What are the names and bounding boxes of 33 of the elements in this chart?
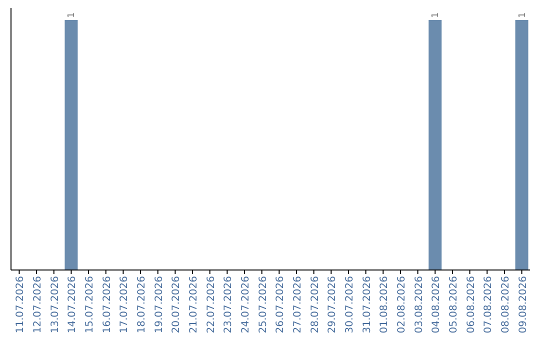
x-tick-label: 19.07.2026 (154, 276, 165, 334)
x-tick-label: 31.07.2026 (362, 276, 373, 334)
x-tick-label: 09.08.2026 (518, 276, 529, 334)
x-tick-label: 08.08.2026 (500, 276, 512, 334)
x-tick-label: 27.07.2026 (292, 276, 304, 334)
x-tick-label: 18.07.2026 (136, 276, 148, 334)
data-label: 1 (431, 12, 442, 18)
x-tick-label: 05.08.2026 (448, 276, 460, 334)
x-tick-label: 22.07.2026 (206, 276, 217, 334)
x-tick-label: 16.07.2026 (102, 276, 113, 334)
x-tick-label: 12.07.2026 (32, 276, 44, 334)
x-tick-label: 11.07.2026 (15, 276, 26, 334)
x-tick-label: 29.07.2026 (327, 276, 338, 334)
x-tick-label: 15.07.2026 (84, 276, 96, 334)
x-tick-label: 20.07.2026 (171, 276, 182, 334)
x-tick-label: 01.08.2026 (379, 276, 390, 334)
x-tick-label: 26.07.2026 (275, 276, 286, 334)
data-label: 1 (518, 12, 528, 18)
x-tick-label: 03.08.2026 (414, 276, 425, 334)
x-tick-label: 23.07.2026 (223, 276, 234, 334)
x-tick-label: 30.07.2026 (344, 276, 356, 334)
x-tick-label: 07.08.2026 (483, 276, 494, 334)
x-tick-label: 28.07.2026 (310, 276, 321, 334)
x-tick-label: 04.08.2026 (431, 276, 442, 334)
x-tick-label: 06.08.2026 (466, 276, 477, 334)
x-tick-label: 13.07.2026 (50, 276, 61, 334)
x-tick-label: 25.07.2026 (258, 276, 269, 334)
x-tick-label: 17.07.2026 (119, 276, 130, 334)
data-label: 1 (67, 12, 78, 18)
x-tick-label: 14.07.2026 (67, 276, 78, 334)
x-tick-label: 24.07.2026 (240, 276, 252, 334)
x-tick-label: 21.07.2026 (188, 276, 200, 334)
x-tick-label: 02.08.2026 (396, 276, 408, 334)
